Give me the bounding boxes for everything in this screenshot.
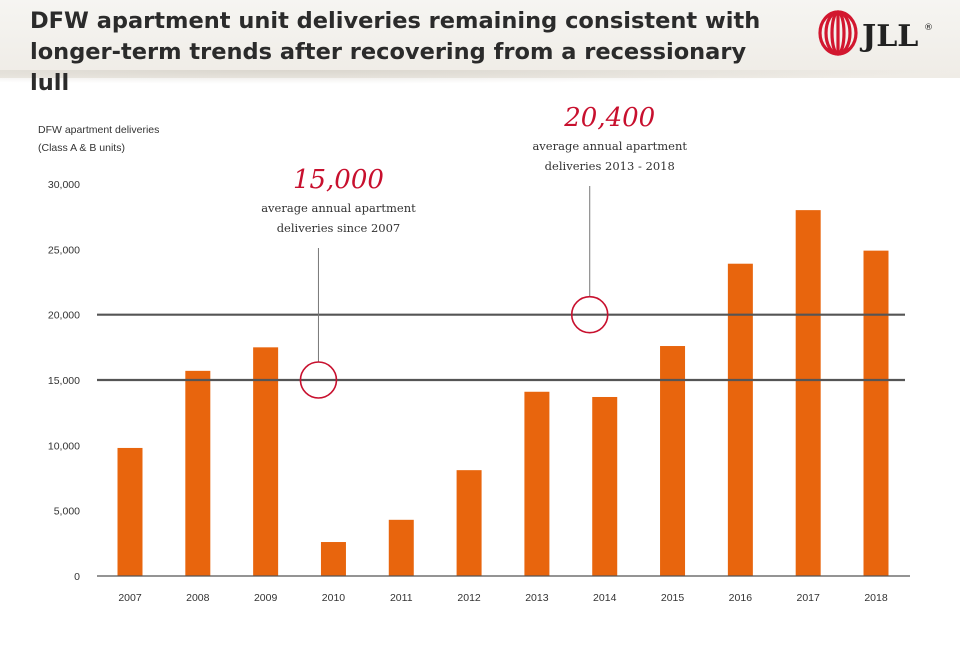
bar-2015: [660, 346, 686, 576]
bar-2012: [456, 470, 482, 576]
bar-2007: [117, 447, 143, 576]
callout-caption-line-2: deliveries 2013 - 2018: [545, 159, 675, 173]
jll-logo-registered: ®: [924, 23, 933, 33]
y-tick-label: 10,000: [48, 440, 80, 452]
page-title-line-1: DFW apartment unit deliveries remaining …: [30, 8, 761, 34]
jll-logo-text: JLL: [859, 19, 918, 54]
page-title-line-2: longer-term trends after recovering from…: [30, 39, 747, 96]
bar-2016: [727, 263, 753, 576]
x-tick-label: 2016: [729, 592, 753, 604]
x-tick-label: 2008: [186, 592, 210, 604]
y-axis-title-line-2: (Class A & B units): [38, 142, 125, 154]
x-tick-label: 2007: [118, 592, 142, 604]
header-band: [0, 0, 960, 84]
bar-2014: [592, 396, 618, 576]
y-tick-label: 15,000: [48, 375, 80, 387]
jll-logo-mark-icon: [818, 10, 858, 56]
y-axis-title-line-1: DFW apartment deliveries: [38, 124, 159, 136]
x-tick-label: 2010: [322, 592, 346, 604]
y-tick-label: 5,000: [54, 506, 80, 518]
jll-logo: JLL ®: [818, 10, 933, 56]
bar-2013: [524, 391, 550, 576]
callout-highlight-circle: [299, 361, 338, 399]
x-tick-label: 2012: [457, 592, 481, 604]
x-tick-label: 2009: [254, 592, 278, 604]
bar-2008: [185, 370, 211, 576]
callout-caption-line-2: deliveries since 2007: [277, 221, 401, 235]
y-tick-label: 20,000: [48, 310, 80, 322]
x-tick-label: 2011: [390, 592, 413, 604]
bar-2011: [388, 519, 414, 576]
page-title: DFW apartment unit deliveries remaining …: [30, 6, 790, 99]
bar-2017: [795, 210, 821, 576]
x-tick-label: 2015: [661, 592, 685, 604]
x-tick-label: 2017: [797, 592, 821, 604]
y-tick-label: 25,000: [48, 244, 80, 256]
y-tick-label: 30,000: [48, 179, 80, 191]
bar-2010: [320, 542, 346, 576]
callout-caption-line-1: average annual apartment: [261, 201, 416, 215]
callout-value: 15,000: [293, 165, 384, 195]
x-tick-label: 2018: [864, 592, 888, 604]
x-tick-label: 2013: [525, 592, 549, 604]
y-tick-label: 0: [74, 571, 80, 583]
callout-caption-line-1: average annual apartment: [532, 139, 687, 153]
bar-2009: [253, 347, 279, 576]
x-tick-label: 2014: [593, 592, 617, 604]
callout-highlight-circle: [570, 295, 609, 334]
callout-value: 20,400: [563, 103, 655, 133]
bar-2018: [863, 250, 889, 576]
